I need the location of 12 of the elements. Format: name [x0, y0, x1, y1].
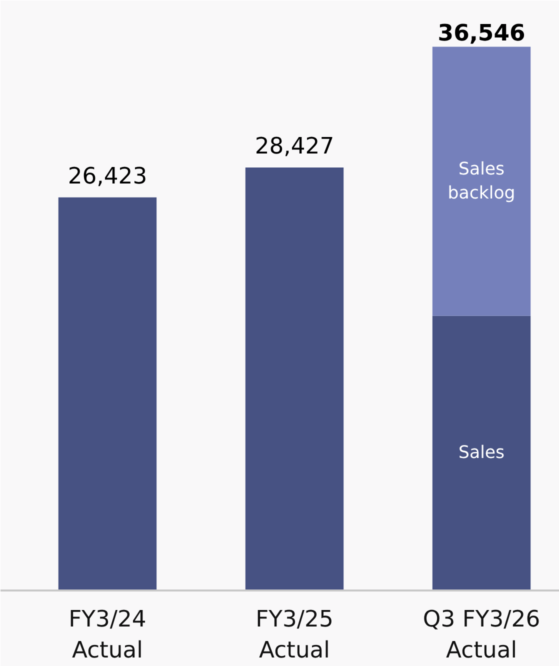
bar	[432, 316, 531, 590]
x-tick-label: Q3 FY3/26 Actual	[422, 606, 540, 664]
series-label: Sales backlog	[448, 159, 516, 204]
bar	[245, 167, 344, 590]
x-tick-label: FY3/24 Actual	[68, 606, 146, 664]
annotation: 26,423	[68, 163, 148, 190]
bar	[58, 197, 157, 590]
bar	[432, 46, 531, 316]
series-label: Sales	[458, 443, 505, 464]
x-tick-label: FY3/25 Actual	[256, 606, 334, 664]
annotation: 28,427	[254, 133, 334, 160]
annotation: 36,546	[438, 20, 526, 47]
